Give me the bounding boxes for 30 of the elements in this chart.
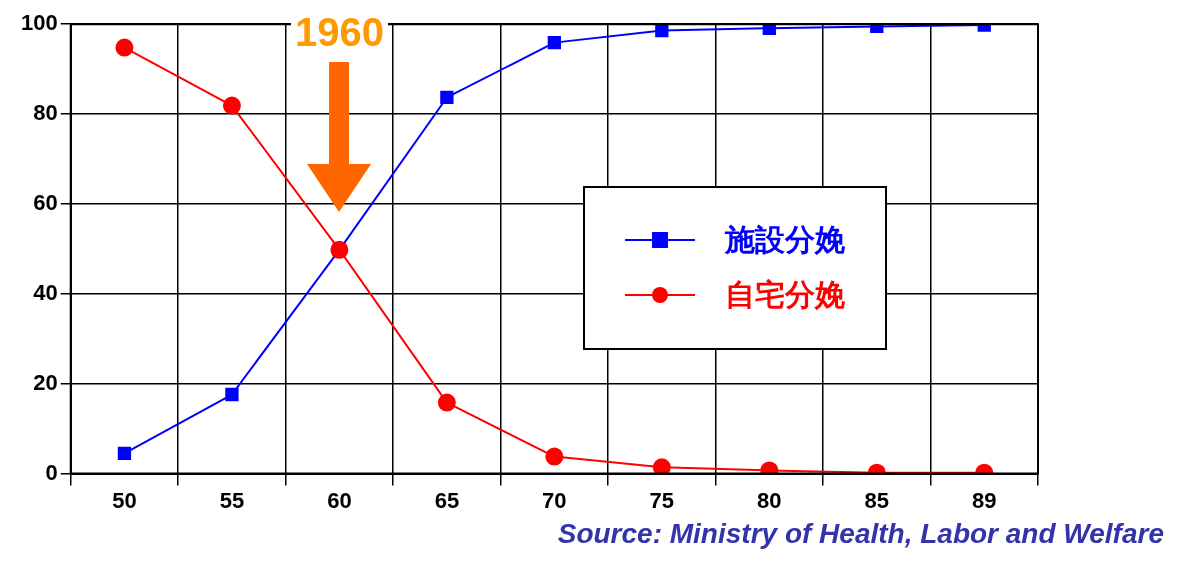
point (222, 96, 241, 115)
y-tick-label: 80 (33, 100, 58, 126)
legend-label: 施設分娩 (725, 221, 846, 258)
annotation: 1960 (290, 10, 388, 55)
point (545, 447, 564, 466)
y-tick-label: 40 (33, 279, 58, 305)
x-tick-label: 65 (434, 487, 460, 513)
point (115, 38, 134, 57)
y-tick-label: 100 (20, 10, 58, 36)
x-tick-label: 50 (112, 487, 137, 513)
x-tick-label: 70 (542, 487, 567, 513)
point (117, 446, 132, 461)
point (437, 393, 456, 412)
point (655, 24, 669, 38)
x-tick-label: 55 (219, 487, 245, 513)
y-tick-label: 60 (33, 190, 58, 216)
legend-label: 自宅分娩 (725, 276, 846, 313)
point (225, 387, 239, 402)
y-tick-label: 0 (45, 459, 58, 485)
x-tick-label: 80 (757, 487, 782, 513)
y-tick-label: 20 (33, 369, 58, 395)
point (652, 458, 671, 474)
point (547, 35, 562, 50)
source-note: Source: Ministry of Health, Labor and Welfare (556, 518, 1165, 550)
point (440, 90, 454, 105)
x-tick-label: 85 (864, 487, 890, 513)
point (762, 24, 776, 35)
x-tick-label: 60 (327, 487, 352, 513)
x-tick-label: 89 (972, 487, 997, 513)
x-tick-label: 75 (649, 487, 675, 513)
